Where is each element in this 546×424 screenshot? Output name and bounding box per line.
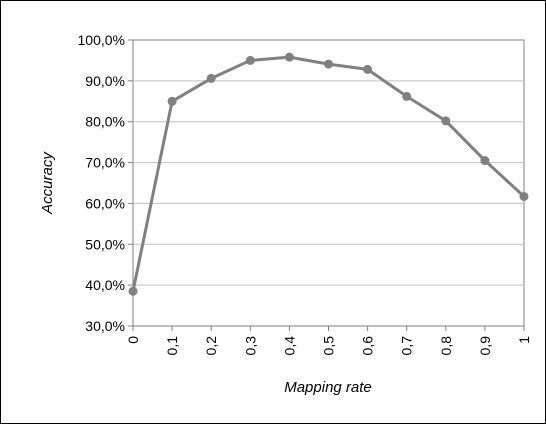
y-tick-label: 100,0% bbox=[78, 32, 125, 48]
data-point bbox=[206, 73, 216, 83]
data-point bbox=[480, 156, 490, 166]
series-group bbox=[128, 52, 529, 296]
x-tick-label: 0,8 bbox=[438, 336, 454, 356]
x-tick-label: 1 bbox=[516, 336, 532, 344]
data-point bbox=[245, 55, 255, 65]
y-tick-label: 50,0% bbox=[85, 236, 125, 252]
x-tick-label: 0,3 bbox=[242, 336, 258, 356]
gridlines bbox=[133, 80, 524, 286]
x-tick-label: 0,7 bbox=[399, 336, 415, 356]
data-point bbox=[519, 191, 529, 201]
x-tick-label: 0,2 bbox=[203, 336, 219, 356]
y-tick-label: 70,0% bbox=[85, 155, 125, 171]
x-tick-label: 0,6 bbox=[360, 336, 376, 356]
data-point bbox=[363, 64, 373, 74]
y-tick-label: 90,0% bbox=[85, 73, 125, 89]
x-tick-label: 0 bbox=[125, 336, 141, 344]
data-point bbox=[441, 116, 451, 126]
data-point bbox=[402, 91, 412, 101]
y-tick-label: 80,0% bbox=[85, 114, 125, 130]
data-point bbox=[284, 52, 294, 62]
x-axis-label: Mapping rate bbox=[284, 379, 372, 396]
y-tick-label: 40,0% bbox=[85, 277, 125, 293]
y-axis-label: Accuracy bbox=[39, 151, 56, 215]
x-tick-label: 0,5 bbox=[321, 336, 337, 356]
x-axis-ticks: 0 0,1 0,2 0,3 0,4 0,5 0,6 0,7 0,8 0,9 1 bbox=[125, 326, 532, 355]
plot-area bbox=[132, 39, 525, 327]
data-point bbox=[167, 96, 177, 106]
data-point bbox=[128, 286, 138, 296]
data-point bbox=[324, 59, 333, 69]
y-tick-label: 60,0% bbox=[85, 195, 125, 211]
x-tick-label: 0,1 bbox=[164, 336, 180, 356]
y-tick-label: 30,0% bbox=[85, 318, 125, 334]
y-axis-ticks: 30,0% 40,0% 50,0% 60,0% 70,0% 80,0% 90,0% 100,0… bbox=[78, 32, 133, 334]
x-tick-label: 0,9 bbox=[477, 336, 493, 356]
x-tick-label: 0,4 bbox=[281, 336, 297, 356]
